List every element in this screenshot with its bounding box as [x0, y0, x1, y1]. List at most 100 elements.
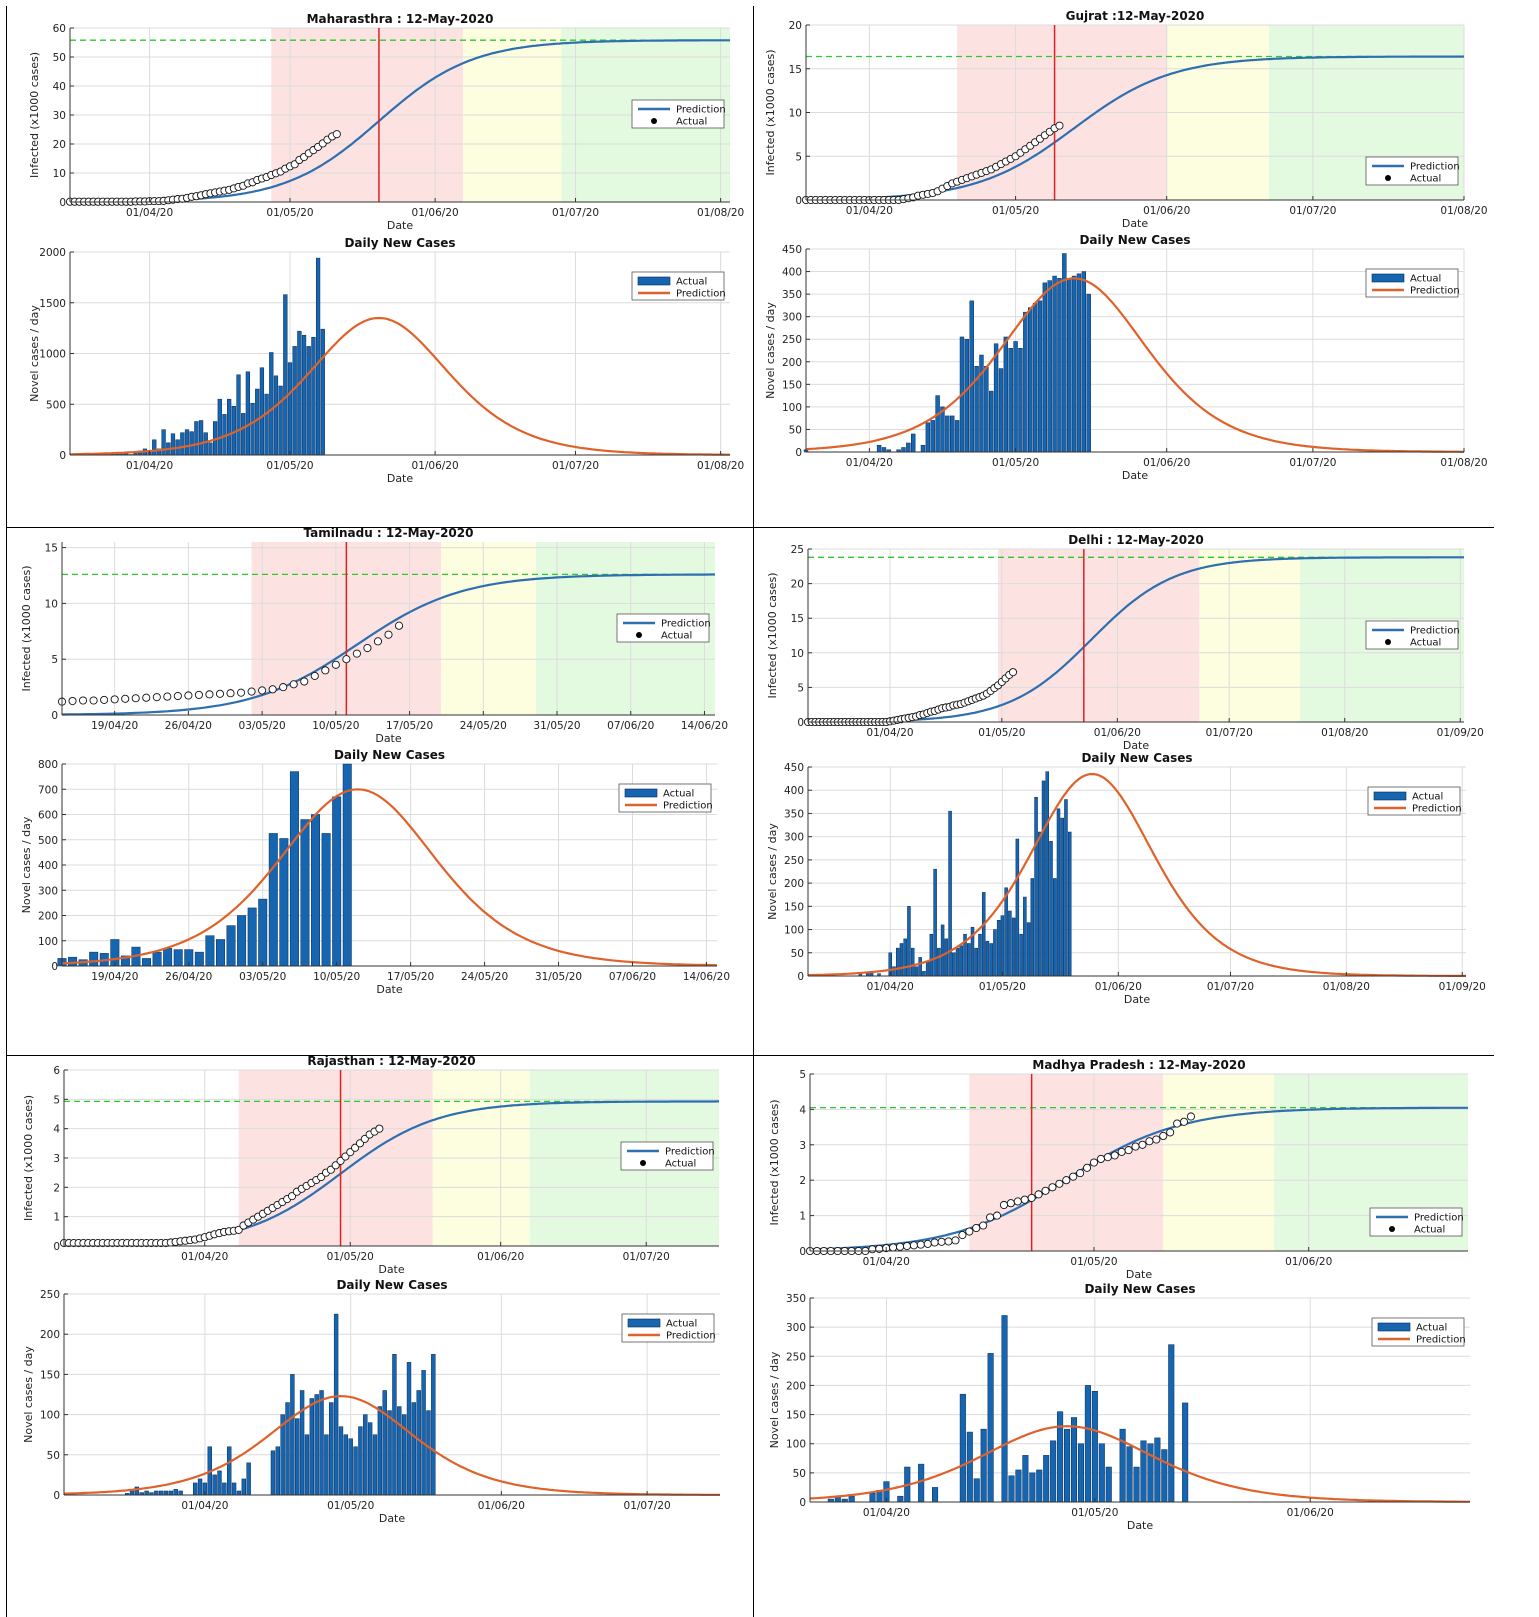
delhi-daily-x-tick-label: 01/05/20 [979, 981, 1026, 993]
gujrat-daily-bar [935, 395, 940, 453]
gujrat-daily-bar [876, 444, 882, 453]
gujrat-daily-bar [1052, 275, 1057, 453]
gujrat-daily-x-tick-label: 01/06/20 [1143, 457, 1190, 469]
madhya_pradesh-actual-point [1089, 1158, 1099, 1167]
tamilnadu-actual-point [110, 695, 119, 704]
madhya_pradesh-daily-y-tick-label: 100 [786, 1439, 806, 1451]
delhi-cum-x-tick-label: 01/07/20 [1206, 727, 1253, 739]
maharashtra-daily-legend-label-prediction: Prediction [676, 289, 726, 300]
madhya_pradesh-cum-y-tick-label: 2 [799, 1175, 806, 1187]
delhi-daily-prediction-curve [808, 772, 1466, 977]
gujrat-cum-legend [1365, 156, 1459, 186]
rajasthan-daily-bar [129, 1490, 135, 1496]
gujrat-daily-y-tick-label: 300 [782, 312, 802, 324]
madhya_pradesh-daily-bar [1036, 1469, 1043, 1503]
rajasthan-actual-point [375, 1124, 384, 1133]
delhi-daily-bar [933, 868, 937, 977]
gujrat-daily-legend-label-prediction: Prediction [1410, 286, 1460, 297]
rajasthan-cum-x-label: Date [378, 1263, 405, 1276]
delhi-daily-bar [1049, 841, 1053, 977]
delhi-daily-bar [1041, 780, 1046, 977]
gujrat-cum-y-tick-label: 20 [789, 20, 802, 32]
maharashtra-cum-y-tick-label: 30 [53, 110, 66, 122]
madhya_pradesh-daily-bar [1064, 1428, 1071, 1503]
maharashtra-daily-bar [184, 429, 190, 456]
delhi-daily-bar [1034, 796, 1038, 977]
madhya_pradesh-cum-x-label: Date [1126, 1268, 1153, 1281]
tamilnadu-cum-title: Tamilnadu : 12-May-2020 [304, 526, 474, 540]
tamilnadu-daily-x-tick-label: 10/05/20 [313, 971, 360, 983]
rajasthan-daily-bar [314, 1394, 319, 1496]
tamilnadu-cum-y-tick-label: 5 [51, 654, 58, 666]
gujrat-daily-x-label: Date [1122, 469, 1149, 482]
delhi-cum-y-label: Infected (x1000 cases) [766, 572, 779, 698]
rajasthan-daily-bar [372, 1434, 378, 1496]
madhya_pradesh-actual-point [979, 1221, 988, 1230]
madhya_pradesh-daily-y-tick-label: 0 [799, 1497, 806, 1509]
delhi-daily-bar [989, 943, 993, 977]
maharashtra-cum-x-label: Date [387, 219, 414, 232]
delhi-daily-bar [1023, 896, 1027, 977]
rajasthan-daily-bar [324, 1434, 329, 1496]
gujrat-daily-bar [1023, 311, 1028, 453]
maharashtra-daily-prediction-curve [69, 316, 730, 456]
gujrat-daily-bar [1042, 282, 1048, 453]
madhya_pradesh-actual-point [1145, 1137, 1154, 1146]
tamilnadu-daily-bar [332, 796, 342, 967]
tamilnadu-actual-point [121, 694, 130, 703]
delhi-daily-y-tick-label: 150 [784, 901, 804, 913]
tamilnadu-actual-point [331, 660, 340, 669]
gujrat-daily-bar [920, 444, 926, 453]
tamilnadu-daily-y-label: Novel cases / day [20, 816, 33, 913]
maharashtra-daily-bar [320, 328, 325, 456]
maharashtra-daily-legend-label-actual: Actual [676, 277, 707, 288]
gujrat-cum-legend-label-actual: Actual [1410, 174, 1441, 185]
maharashtra-cum-y-tick-label: 0 [59, 197, 66, 209]
tamilnadu-daily-bar [247, 907, 257, 967]
rajasthan-daily-bar [406, 1362, 412, 1496]
madhya_pradesh-actual-point [909, 1241, 918, 1250]
madhya_pradesh-daily-bar [980, 1428, 987, 1503]
delhi-cum-y-tick-label: 10 [791, 648, 804, 660]
rajasthan-daily-x-tick-label: 01/04/20 [181, 1500, 228, 1512]
gujrat-daily-bar [1013, 341, 1018, 453]
tamilnadu-actual-point [163, 692, 172, 701]
tamilnadu-daily-y-tick-label: 500 [38, 835, 58, 847]
madhya_pradesh-actual-point [1062, 1176, 1071, 1185]
gujrat-daily-prediction-curve [805, 277, 1464, 453]
maharashtra-daily-y-label: Novel cases / day [28, 305, 41, 402]
delhi-daily-y-tick-label: 450 [784, 762, 804, 774]
delhi-daily-legend-label-prediction: Prediction [1412, 804, 1462, 815]
gujrat-daily-bar [881, 447, 887, 453]
tamilnadu-daily-y-tick-label: 700 [38, 784, 58, 796]
rajasthan-daily-bar [285, 1402, 290, 1496]
rajasthan-daily-bar [319, 1390, 324, 1496]
chart-delhi: 01/04/20 01/05/20 01/06/20 01/07/20 01/08/20… [766, 533, 1486, 1006]
gujrat-daily-x-tick-label: 01/04/20 [846, 457, 893, 469]
delhi-daily-y-tick-label: 400 [784, 785, 804, 797]
maharashtra-daily-x-label: Date [387, 472, 414, 485]
gujrat-daily-bar [940, 406, 945, 453]
rajasthan-daily-bar [290, 1374, 295, 1496]
delhi-cum-y-tick-label: 20 [791, 579, 804, 591]
gujrat-daily-bar [930, 420, 935, 453]
madhya_pradesh-actual-point [972, 1223, 981, 1233]
madhya_pradesh-daily-bar [932, 1487, 939, 1503]
maharashtra-daily-bar [311, 337, 316, 456]
rajasthan-daily-bar [241, 1478, 246, 1496]
rajasthan-daily-bar [163, 1490, 169, 1496]
tamilnadu-actual-point [310, 671, 319, 680]
tamilnadu-actual-point [226, 689, 235, 698]
madhya_pradesh-daily-bar [987, 1353, 994, 1503]
madhya_pradesh-actual-point [1179, 1117, 1189, 1126]
delhi-daily-bar [914, 966, 919, 977]
delhi-daily-bar [1053, 878, 1057, 977]
delhi-cum-y-tick-label: 15 [791, 613, 804, 625]
madhya_pradesh-cum-x-tick-label: 01/06/20 [1285, 1256, 1332, 1268]
madhya_pradesh-daily-bar [869, 1493, 876, 1503]
delhi-daily-bar [959, 945, 964, 977]
rajasthan-daily-bar [333, 1313, 339, 1496]
delhi-daily-bar [910, 947, 915, 977]
maharashtra-daily-bar [236, 374, 241, 456]
gujrat-daily-bar [1076, 273, 1082, 453]
